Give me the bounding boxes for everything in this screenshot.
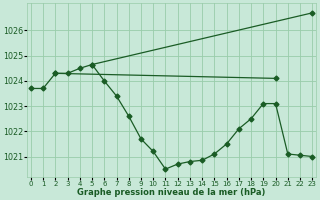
X-axis label: Graphe pression niveau de la mer (hPa): Graphe pression niveau de la mer (hPa) xyxy=(77,188,266,197)
